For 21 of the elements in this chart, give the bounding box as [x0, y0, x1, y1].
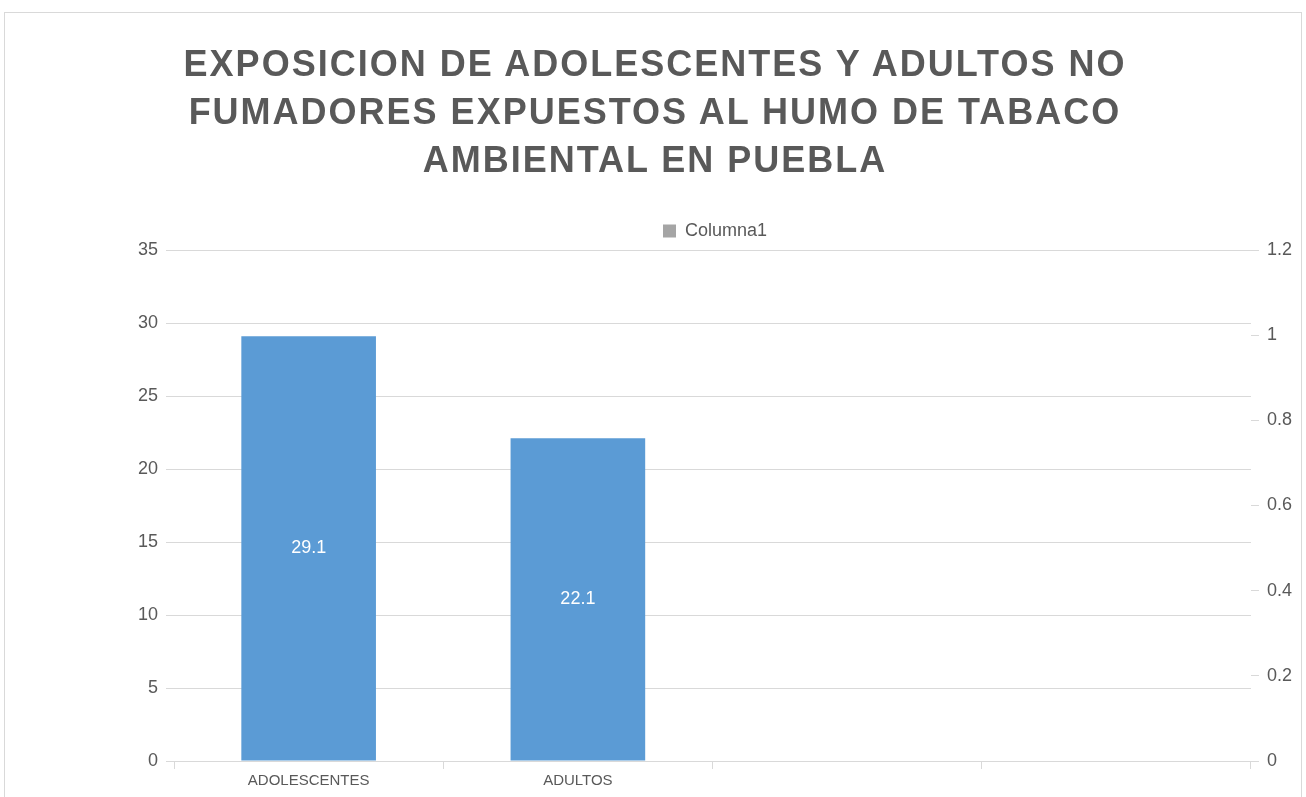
y-tick-label: 25 — [137, 384, 159, 405]
y2-tick-label: 0.4 — [1266, 579, 1293, 600]
data-label: 29.1 — [291, 537, 327, 558]
y2-tick-label: 0.2 — [1266, 664, 1293, 685]
y-tick-label: 15 — [137, 530, 159, 551]
chart-title: EXPOSICION DE ADOLESCENTES Y ADULTOS NO FUMADORES EXPUESTOS AL HUMO DE TABACO AMBIENTAL EN PUEBLA — [182, 42, 1128, 182]
y2-tick-label: 0.6 — [1266, 494, 1293, 515]
x-tick-label: ADOLESCENTES — [247, 771, 370, 789]
x-tick-label: ADULTOS — [543, 771, 613, 789]
y2-tick-label: 0 — [1266, 749, 1277, 770]
y2-tick-label: 1 — [1266, 324, 1277, 345]
data-label: 22.1 — [560, 588, 596, 609]
y-tick-label: 0 — [148, 749, 159, 770]
legend-label: Columna1 — [684, 219, 768, 240]
y-tick-label: 35 — [137, 238, 159, 259]
y2-tick-label: 1.2 — [1266, 238, 1293, 259]
y-tick-label: 10 — [137, 603, 159, 624]
y2-tick-label: 0.8 — [1266, 409, 1293, 430]
y-tick-label: 30 — [137, 311, 159, 332]
y-tick-label: 20 — [137, 457, 159, 478]
y-tick-label: 5 — [148, 676, 159, 697]
